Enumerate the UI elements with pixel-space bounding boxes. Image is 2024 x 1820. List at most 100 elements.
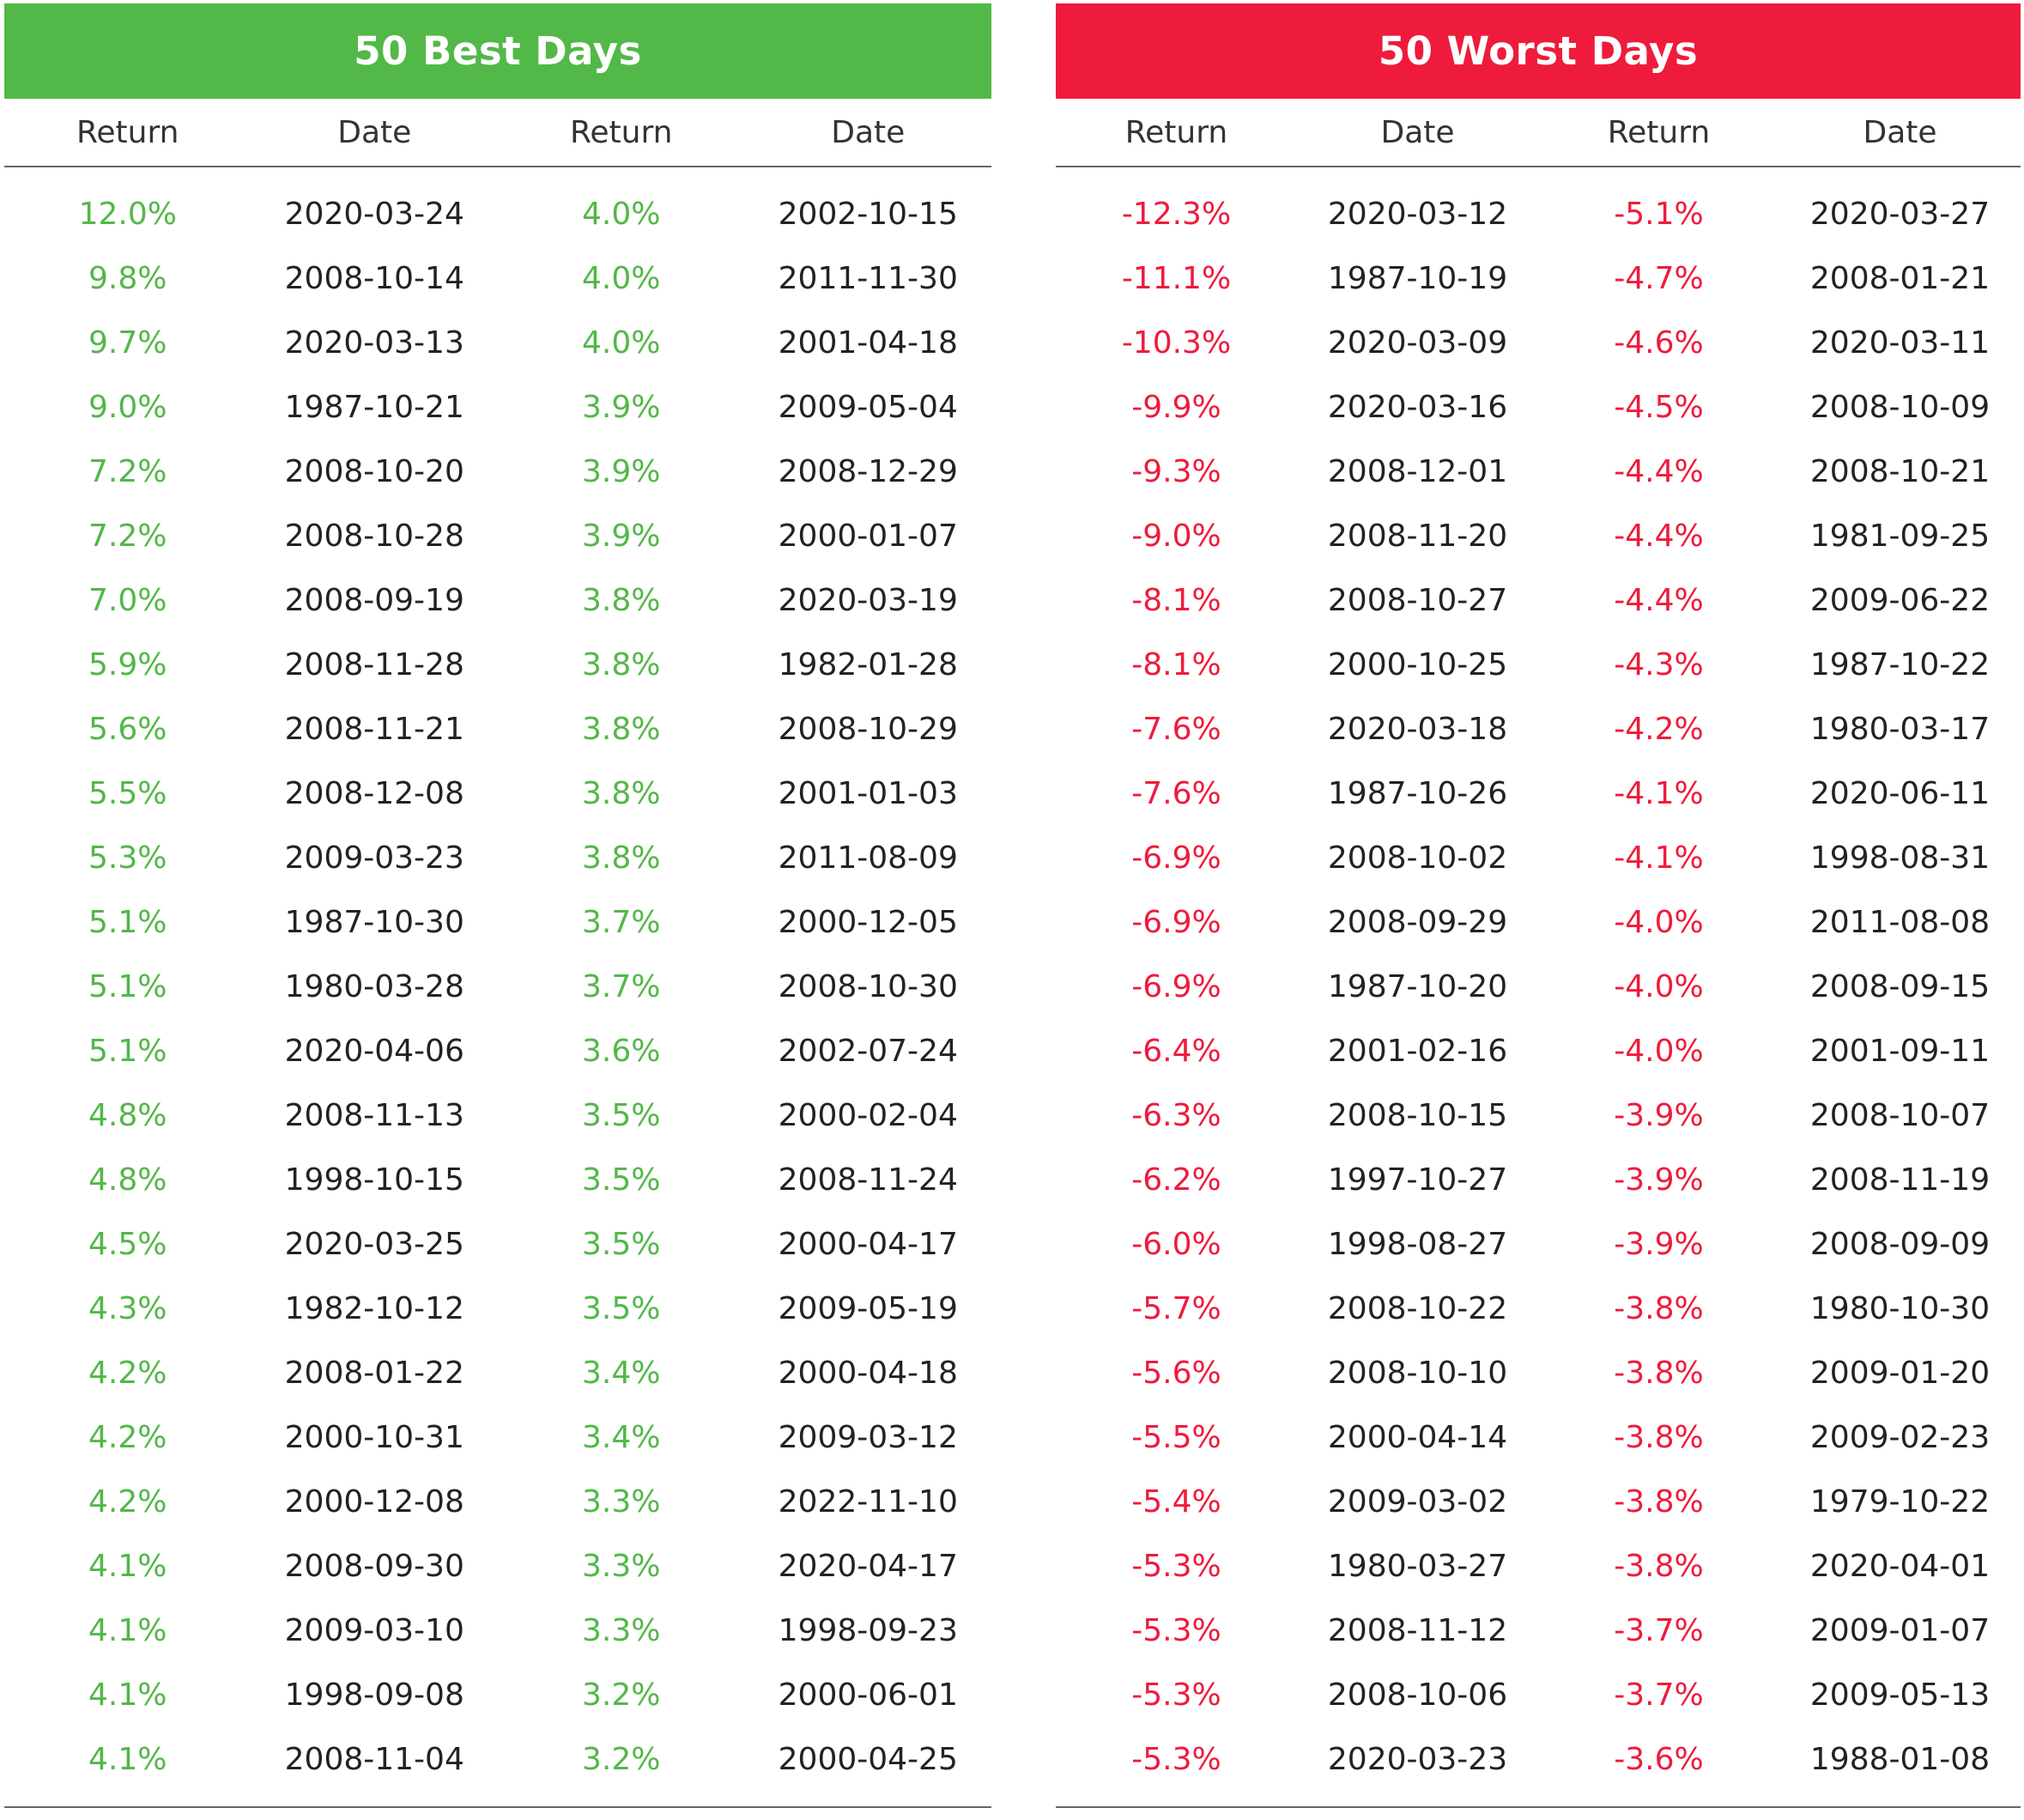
date-cell: 1998-10-15 [284,1162,464,1198]
date-cell: 2000-02-04 [778,1098,958,1133]
date-cell: 2008-01-21 [1809,261,1991,296]
return-cell: -5.3% [1131,1677,1221,1713]
return-cell: -5.7% [1131,1291,1221,1326]
return-cell: -4.4% [1614,583,1704,618]
date-cell: 2000-04-14 [1327,1420,1508,1455]
return-cell: -4.7% [1614,261,1704,296]
date-cell: 2000-10-31 [284,1420,464,1455]
table-row: -6.3% 2008-10-15 -3.9% 2008-10-07 [1056,1083,2021,1148]
return-cell: 3.5% [582,1098,661,1133]
return-cell: -5.3% [1131,1613,1221,1648]
table-row: 4.2% 2000-10-31 3.4% 2009-03-12 [4,1405,991,1470]
table-row: 4.1% 2009-03-10 3.3% 1998-09-23 [4,1599,991,1663]
date-cell: 1997-10-27 [1327,1162,1508,1198]
date-cell: 2008-12-01 [1327,454,1508,489]
return-cell: 12.0% [78,197,177,232]
return-cell: -3.8% [1614,1291,1704,1326]
date-cell: 2008-10-10 [1327,1356,1508,1391]
column-header: Return [1538,99,1779,167]
return-cell: -9.0% [1131,519,1221,554]
date-cell: 1987-10-20 [1327,969,1508,1004]
date-cell: 2020-04-17 [778,1549,958,1584]
date-cell: 2008-10-02 [1327,840,1508,876]
spacer-row [4,1792,991,1806]
date-cell: 1987-10-30 [284,905,464,940]
date-cell: 2008-10-21 [1809,454,1991,489]
date-cell: 1998-08-31 [1809,840,1991,876]
table-row: -5.3% 2020-03-23 -3.6% 1988-01-08 [1056,1727,2021,1792]
table-row: 12.0% 2020-03-24 4.0% 2002-10-15 [4,182,991,246]
return-cell: 5.5% [88,776,167,811]
table-row: 7.0% 2008-09-19 3.8% 2020-03-19 [4,568,991,633]
date-cell: 1982-01-28 [778,647,958,682]
table-row: 4.8% 2008-11-13 3.5% 2000-02-04 [4,1083,991,1148]
date-cell: 2002-07-24 [778,1034,958,1069]
return-cell: -3.9% [1614,1227,1704,1262]
return-cell: 5.3% [88,840,167,876]
table-row: -6.9% 2008-10-02 -4.1% 1998-08-31 [1056,826,2021,890]
date-cell: 2009-02-23 [1809,1420,1991,1455]
worst-days-rows: -12.3% 2020-03-12 -5.1% 2020-03-27 -11.1% 198… [1056,167,2021,1806]
date-cell: 2020-03-12 [1327,197,1508,232]
date-cell: 2009-03-02 [1327,1484,1508,1520]
return-cell: 4.2% [88,1420,167,1455]
return-cell: -7.6% [1131,712,1221,747]
spacer-row [1056,1792,2021,1806]
table-row: 5.1% 1980-03-28 3.7% 2008-10-30 [4,955,991,1019]
return-cell: 4.3% [88,1291,167,1326]
date-cell: 1987-10-26 [1327,776,1508,811]
table-row: -5.3% 2008-10-06 -3.7% 2009-05-13 [1056,1663,2021,1727]
date-cell: 2000-01-07 [778,519,958,554]
date-cell: 2008-10-07 [1809,1098,1991,1133]
table-row: 4.5% 2020-03-25 3.5% 2000-04-17 [4,1212,991,1277]
date-cell: 2000-06-01 [778,1677,958,1713]
return-cell: -5.4% [1131,1484,1221,1520]
date-cell: 2020-04-01 [1809,1549,1991,1584]
column-header: Date [1297,99,1538,167]
date-cell: 2008-09-19 [284,583,464,618]
date-cell: 1987-10-19 [1327,261,1508,296]
return-cell: -3.8% [1614,1549,1704,1584]
return-cell: -6.0% [1131,1227,1221,1262]
date-cell: 2020-03-27 [1809,197,1991,232]
date-cell: 2008-10-28 [284,519,464,554]
date-cell: 2020-03-18 [1327,712,1508,747]
date-cell: 2008-10-14 [284,261,464,296]
return-cell: 9.7% [88,325,167,361]
date-cell: 2001-01-03 [778,776,958,811]
return-cell: -3.8% [1614,1420,1704,1455]
table-row: -6.2% 1997-10-27 -3.9% 2008-11-19 [1056,1148,2021,1212]
date-cell: 2001-04-18 [778,325,958,361]
return-cell: 4.0% [582,261,661,296]
return-cell: 7.0% [88,583,167,618]
return-cell: 5.1% [88,1034,167,1069]
return-cell: 4.1% [88,1677,167,1713]
return-cell: 3.4% [582,1356,661,1391]
date-cell: 2009-03-12 [778,1420,958,1455]
return-cell: 3.7% [582,905,661,940]
date-cell: 2020-04-06 [284,1034,464,1069]
return-cell: -5.5% [1131,1420,1221,1455]
column-header: Date [1779,99,2021,167]
return-cell: 4.0% [582,325,661,361]
table-row: -8.1% 2008-10-27 -4.4% 2009-06-22 [1056,568,2021,633]
date-cell: 2020-03-19 [778,583,958,618]
return-cell: -4.1% [1614,776,1704,811]
return-cell: 3.8% [582,712,661,747]
date-cell: 2008-12-29 [778,454,958,489]
table-row: 4.1% 1998-09-08 3.2% 2000-06-01 [4,1663,991,1727]
return-cell: 4.2% [88,1484,167,1520]
date-cell: 2008-11-20 [1327,519,1508,554]
table-row: 7.2% 2008-10-28 3.9% 2000-01-07 [4,504,991,568]
return-cell: -3.7% [1614,1613,1704,1648]
date-cell: 2009-01-20 [1809,1356,1991,1391]
table-row: -5.3% 2008-11-12 -3.7% 2009-01-07 [1056,1599,2021,1663]
date-cell: 2008-10-06 [1327,1677,1508,1713]
date-cell: 1998-09-23 [778,1613,958,1648]
return-cell: -3.7% [1614,1677,1704,1713]
return-cell: 3.7% [582,969,661,1004]
date-cell: 2008-11-24 [778,1162,958,1198]
table-row: -5.5% 2000-04-14 -3.8% 2009-02-23 [1056,1405,2021,1470]
table-row: -7.6% 2020-03-18 -4.2% 1980-03-17 [1056,697,2021,761]
date-cell: 2008-10-15 [1327,1098,1508,1133]
